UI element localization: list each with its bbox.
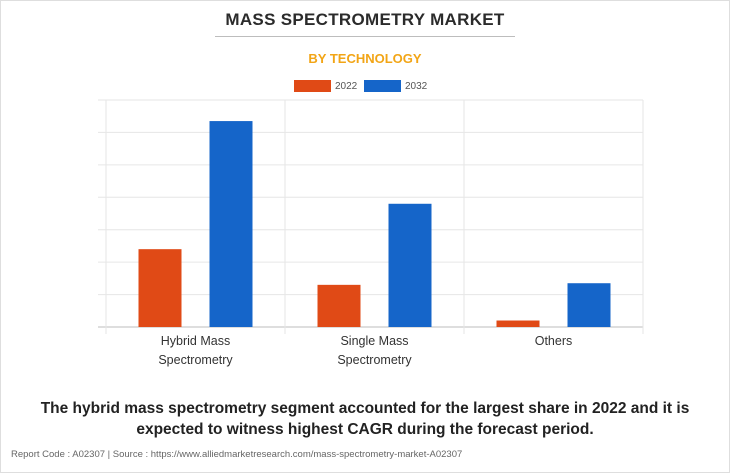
legend-swatch-2022 — [294, 80, 331, 92]
bar-2022-2 — [496, 320, 540, 327]
chart-subtitle: BY TECHNOLOGY — [308, 51, 422, 66]
legend-item-2032: 2032 — [364, 80, 427, 92]
bar-2032-0 — [209, 121, 253, 327]
chart-legend: 2022 2032 — [0, 80, 730, 94]
legend-item-2022: 2022 — [294, 80, 357, 92]
bar-2022-0 — [138, 249, 182, 327]
title-divider — [215, 36, 515, 37]
legend-swatch-2032 — [364, 80, 401, 92]
legend-label-2022: 2022 — [335, 80, 358, 92]
legend-label-2032: 2032 — [405, 80, 428, 92]
bar-2022-1 — [317, 284, 361, 327]
source-footer: Report Code : A02307 | Source : https://… — [11, 449, 463, 460]
bar-2032-2 — [567, 283, 611, 327]
x-tick-label: Single Mass Spectrometry — [337, 334, 412, 367]
x-tick-label: Hybrid Mass Spectrometry — [158, 334, 233, 367]
chart-caption: The hybrid mass spectrometry segment acc… — [40, 400, 690, 438]
bar-2032-1 — [388, 203, 432, 327]
x-tick-label: Others — [535, 334, 573, 348]
chart-title: MASS SPECTROMETRY MARKET — [225, 10, 505, 29]
